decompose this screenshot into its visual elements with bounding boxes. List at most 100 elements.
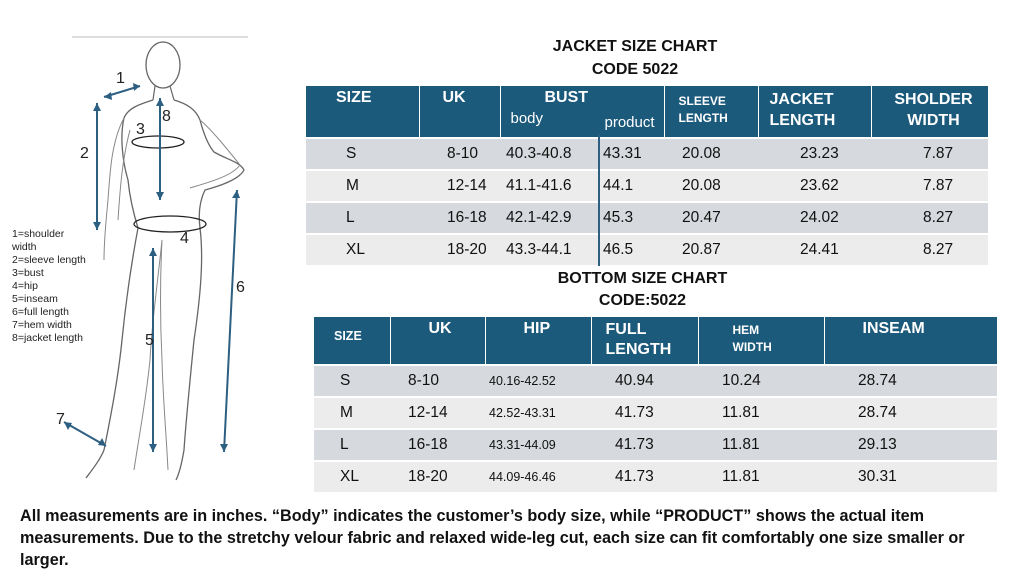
header-shoulder-1: SHOLDER bbox=[894, 91, 973, 108]
table-cell: 20.08 bbox=[664, 169, 758, 202]
table-cell: M bbox=[306, 169, 419, 202]
label-sleeve-length: 2 bbox=[80, 145, 89, 162]
header-sleeve-length: SLEEVE LENGTH bbox=[664, 86, 759, 138]
header-product: product bbox=[604, 114, 655, 131]
table-cell: 43.31 bbox=[597, 137, 664, 170]
table-cell: 11.81 bbox=[698, 460, 824, 492]
legend-item: 6=full length bbox=[12, 306, 69, 318]
table-cell: 41.73 bbox=[591, 396, 698, 429]
table-cell: 44.09-46.46 bbox=[485, 460, 591, 492]
measurement-note: All measurements are in inches. “Body” i… bbox=[20, 507, 965, 569]
table-cell: 42.52-43.31 bbox=[485, 396, 591, 429]
table-cell: 23.62 bbox=[758, 169, 871, 202]
jacket-code: CODE 5022 bbox=[591, 61, 679, 78]
table-cell: 8-10 bbox=[390, 364, 485, 397]
table-cell: 45.3 bbox=[597, 201, 664, 234]
label-hip: 4 bbox=[180, 230, 189, 247]
legend-item: 8=jacket length bbox=[12, 332, 83, 344]
jacket-size-table: SIZE UK BUST body product SLEEVE LENGTH … bbox=[306, 86, 989, 265]
table-cell: 7.87 bbox=[871, 137, 988, 170]
table-cell: 11.81 bbox=[698, 396, 824, 429]
table-cell: 18-20 bbox=[390, 460, 485, 492]
legend-item: 4=hip bbox=[12, 280, 38, 292]
table-cell: 12-14 bbox=[419, 169, 500, 202]
table-cell: 20.08 bbox=[664, 137, 758, 170]
label-shoulder-width: 1 bbox=[116, 70, 125, 87]
legend-item: 7=hem width bbox=[12, 319, 72, 331]
header-sleeve-2: LENGTH bbox=[678, 111, 728, 125]
table-cell: 29.13 bbox=[824, 428, 997, 461]
table-cell: M bbox=[314, 396, 390, 429]
table-row: S 8-10 40.3-40.8 43.31 20.08 23.23 7.87 bbox=[306, 137, 988, 170]
header-uk: UK bbox=[419, 86, 501, 138]
table-cell: 41.73 bbox=[591, 428, 698, 461]
measurement-figure: 1 2 3 8 4 5 6 7 1=shoulder width 2=sleev… bbox=[0, 0, 300, 500]
table-cell: 11.81 bbox=[698, 428, 824, 461]
table-row: L 16-18 43.31-44.09 41.73 11.81 29.13 bbox=[314, 428, 997, 461]
table-cell: 8-10 bbox=[419, 137, 500, 170]
table-cell: L bbox=[314, 428, 390, 461]
table-row: M 12-14 41.1-41.6 44.1 20.08 23.62 7.87 bbox=[306, 169, 988, 202]
legend-item: 2=sleeve length bbox=[12, 254, 86, 266]
table-cell: 7.87 bbox=[871, 169, 988, 202]
table-cell: 10.24 bbox=[698, 364, 824, 397]
header-sleeve-1: SLEEVE bbox=[678, 94, 726, 108]
table-cell: 18-20 bbox=[419, 233, 500, 265]
table-row: XL 18-20 44.09-46.46 41.73 11.81 30.31 bbox=[314, 460, 997, 492]
header-bust-label: BUST bbox=[544, 89, 589, 106]
header-size: SIZE bbox=[306, 86, 420, 138]
header-bust: BUST body product bbox=[500, 86, 665, 138]
table-cell: L bbox=[306, 201, 419, 234]
header-hem-2: WIDTH bbox=[732, 340, 772, 354]
measurement-legend: 1=shoulder width 2=sleeve length 3=bust … bbox=[12, 228, 86, 345]
table-cell: 42.1-42.9 bbox=[500, 201, 597, 234]
table-cell: 43.31-44.09 bbox=[485, 428, 591, 461]
table-cell: 24.41 bbox=[758, 233, 871, 265]
table-row: S 8-10 40.16-42.52 40.94 10.24 28.74 bbox=[314, 364, 997, 397]
header-shoulder-2: WIDTH bbox=[907, 112, 960, 129]
table-cell: 41.73 bbox=[591, 460, 698, 492]
table-cell: 23.23 bbox=[758, 137, 871, 170]
table-cell: 40.16-42.52 bbox=[485, 364, 591, 397]
label-jacket-length: 8 bbox=[162, 108, 171, 125]
table-cell: 41.1-41.6 bbox=[500, 169, 597, 202]
header-uk: UK bbox=[390, 317, 486, 365]
table-cell: 20.47 bbox=[664, 201, 758, 234]
table-cell: 40.94 bbox=[591, 364, 698, 397]
legend-item: 5=inseam bbox=[12, 293, 58, 305]
label-hem-width: 7 bbox=[56, 411, 65, 428]
table-cell: 28.74 bbox=[824, 396, 997, 429]
table-cell: 46.5 bbox=[597, 233, 664, 265]
table-cell: 16-18 bbox=[390, 428, 485, 461]
table-cell: S bbox=[314, 364, 390, 397]
bottom-code: CODE:5022 bbox=[598, 292, 687, 309]
bottom-size-table: SIZE UK HIP FULL LENGTH HEM WIDTH INSEAM… bbox=[314, 317, 998, 492]
bottom-title: BOTTOM SIZE CHART bbox=[557, 270, 728, 287]
header-full-2: LENGTH bbox=[605, 341, 672, 358]
table-cell: S bbox=[306, 137, 419, 170]
legend-item: width bbox=[12, 241, 37, 253]
table-row: L 16-18 42.1-42.9 45.3 20.47 24.02 8.27 bbox=[306, 201, 988, 234]
table-cell: 12-14 bbox=[390, 396, 485, 429]
table-cell: 24.02 bbox=[758, 201, 871, 234]
header-shoulder-width: SHOLDER WIDTH bbox=[871, 86, 989, 138]
header-hip: HIP bbox=[485, 317, 592, 365]
table-cell: 43.3-44.1 bbox=[500, 233, 597, 265]
header-full-length: FULL LENGTH bbox=[591, 317, 699, 365]
header-hem-1: HEM bbox=[732, 323, 760, 337]
table-header-row: SIZE UK HIP FULL LENGTH HEM WIDTH INSEAM bbox=[314, 317, 998, 365]
header-hem-width: HEM WIDTH bbox=[698, 317, 825, 365]
header-jacket-1: JACKET bbox=[769, 91, 834, 108]
jacket-title: JACKET SIZE CHART bbox=[552, 38, 718, 55]
table-cell: 44.1 bbox=[597, 169, 664, 202]
label-inseam: 5 bbox=[145, 332, 154, 349]
legend-item: 3=bust bbox=[12, 267, 44, 279]
table-cell: 16-18 bbox=[419, 201, 500, 234]
header-full-1: FULL bbox=[605, 321, 647, 338]
header-size: SIZE bbox=[314, 317, 391, 365]
header-jacket-2: LENGTH bbox=[769, 112, 836, 129]
table-cell: 28.74 bbox=[824, 364, 997, 397]
body-silhouette bbox=[63, 36, 248, 481]
table-row: XL 18-20 43.3-44.1 46.5 20.87 24.41 8.27 bbox=[306, 233, 988, 265]
table-cell: 8.27 bbox=[871, 233, 988, 265]
